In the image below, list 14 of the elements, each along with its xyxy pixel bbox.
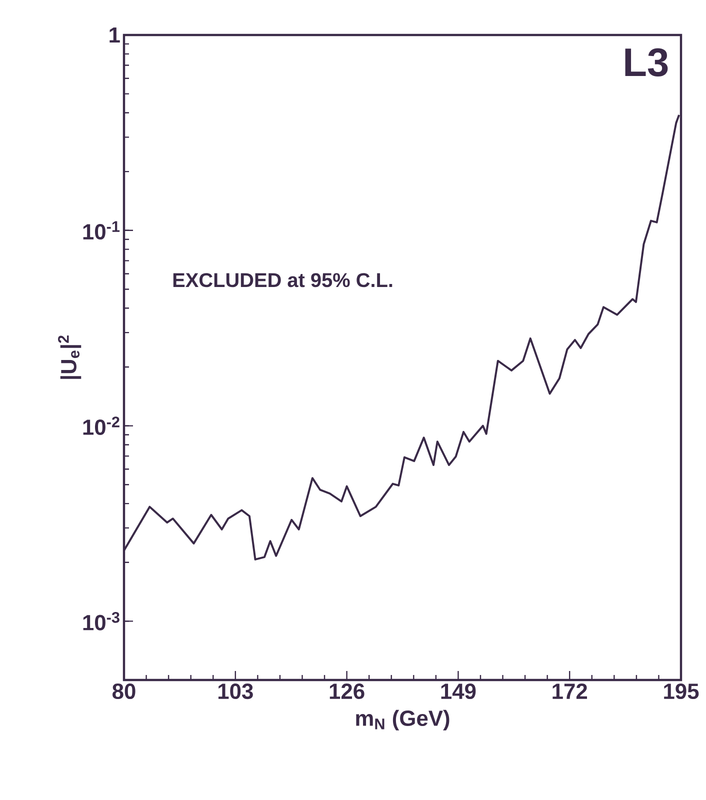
x-tick-label: 80	[112, 684, 136, 700]
y-tick-label: 10$^{-1}$	[83, 221, 120, 240]
x-tick-label: 103	[218, 684, 253, 700]
annotation: L3	[625, 48, 668, 76]
y-tick-label: 1	[110, 27, 120, 43]
x-tick-label: 126	[330, 684, 364, 700]
annotation: EXCLUDED at 95% C.L.	[173, 273, 392, 288]
x-tick-label: 195	[664, 684, 699, 700]
x-axis-title: m$_{N}$ (GeV)	[356, 710, 450, 730]
y-axis-title: |U$_{e}$|$^{2}$	[58, 336, 82, 379]
y-tick-label: 10$^{-3}$	[83, 612, 120, 630]
y-tick-label: 10$^{-2}$	[83, 416, 120, 436]
x-tick-label: 172	[552, 684, 588, 699]
x-tick-label: 149	[441, 684, 476, 700]
